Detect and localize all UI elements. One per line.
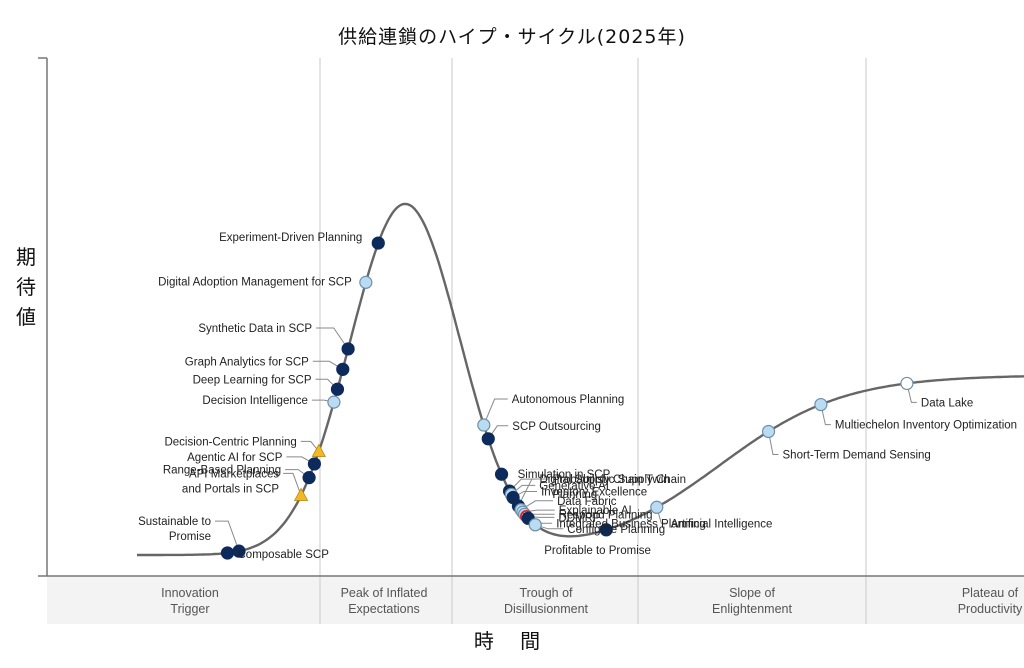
markers [220,236,914,560]
point-label: Configure Planning [567,524,665,536]
marker-deep-learning-for-scp [330,382,345,396]
point-label: Data Lake [921,397,973,409]
point-label: DDMRP [558,512,600,524]
phase-label: Trough of [519,586,573,600]
marker-data-lake [900,376,914,391]
marker-profitable-to-promise [599,523,613,537]
point-label: API Marketplaces [189,468,279,480]
leader-line [283,472,302,496]
point-label: Generative AI [539,480,609,492]
point-label: Inventory Excellence [541,487,647,499]
y-axis-label: 期待値 [12,242,40,332]
marker-configure-planning [528,518,542,532]
point-label: Graph Analytics for SCP [185,356,309,368]
marker-synthetic-data-in-scp [341,342,355,356]
marker-scp-outsourcing [481,432,495,446]
axes [38,57,1024,577]
point-label: Sustainable to [138,516,211,528]
point-label: Profitable to Promise [544,545,651,557]
phase-label: Trigger [170,602,209,616]
point-label: Respond Planning [559,509,653,521]
marker-agentic-ai-for-scp [307,457,321,471]
point-label: Range-Based Planning [163,465,281,477]
point-label: Autonomous Planning [512,394,625,406]
phase-band-background [47,576,1024,624]
point-label: Artificial Intelligence [671,518,773,530]
point-label: Probabilistic Supply Chain [552,474,686,486]
phase-label: Expectations [348,602,420,616]
leader-line [300,440,320,452]
phase-label: Innovation [161,586,219,600]
marker-decision-centric-planning [311,443,327,457]
marker-simulation-in-scp [494,467,509,481]
y-axis-label-char: 待 [16,275,36,299]
leader-line [483,398,508,426]
leader-line [316,327,349,350]
leader-line [820,404,831,426]
marker-sustainable-to-promise [232,544,246,558]
point-label: Agentic AI for SCP [187,452,283,464]
hype-curve [137,202,1024,557]
marker-api-marketplaces-and-portals-in-scp [293,487,309,501]
y-axis-label-char: 値 [16,305,36,329]
marker-short-term-demand-sensing [761,424,776,439]
point-label: Composable SCP [238,549,330,561]
marker-composable-scp [220,546,235,560]
point-label: and Portals in SCP [182,483,279,495]
point-label: Promise [169,531,211,543]
marker-autonomous-planning [477,418,491,432]
point-label: Data Fabric [557,496,617,508]
marker-experiment-driven-planning [371,236,385,250]
leader-line [215,520,240,552]
phase-label: Enlightenment [712,602,792,616]
phase-labels: Innovation Trigger Peak of Inflated Expecta… [161,586,1023,616]
point-label: Digital Supply Chain Twin [540,474,670,486]
point-label: Multiechelon Inventory Optimization [835,420,1017,432]
point-label: Deep Learning for SCP [193,374,312,386]
point-label: Explainable AI [559,505,632,517]
chart-title: 供給連鎖のハイプ・サイクル(2025年) [338,26,686,48]
point-label: Digital Adoption Management for SCP [158,276,352,288]
phase-label: Plateau of [962,586,1019,600]
point-label: Decision Intelligence [202,395,307,407]
marker-multiechelon-inventory-optimization [814,397,828,412]
point-labels: Composable SCP Sustainable to Promise API M… [138,232,1017,561]
marker-decision-intelligence [327,395,341,409]
leader-line [517,478,549,507]
phase-label: Peak of Inflated [341,586,428,600]
point-label: Synthetic Data in SCP [198,323,312,335]
phase-label: Disillusionment [504,602,589,616]
point-label: Simulation in SCP [518,469,611,481]
point-label: Short-Term Demand Sensing [783,450,931,462]
phase-label: Productivity [958,602,1023,616]
y-axis-label-char: 期 [16,245,36,269]
leader-line [768,431,779,455]
point-label: Decision-Centric Planning [164,436,296,448]
x-axis-label: 時 間 [473,629,551,653]
marker-range-based-planning [302,471,316,485]
point-label: Experiment-Driven Planning [219,232,362,244]
marker-artificial-intelligence [650,500,664,514]
marker-digital-adoption-management-for-scp [359,275,373,289]
point-label: Integrated Business Planning [556,518,706,530]
point-label: Planning [552,489,597,501]
phase-bands [47,58,1024,624]
point-label: SCP Outsourcing [512,421,601,433]
marker-graph-analytics-for-scp [336,362,350,376]
phase-label: Slope of [729,586,775,600]
